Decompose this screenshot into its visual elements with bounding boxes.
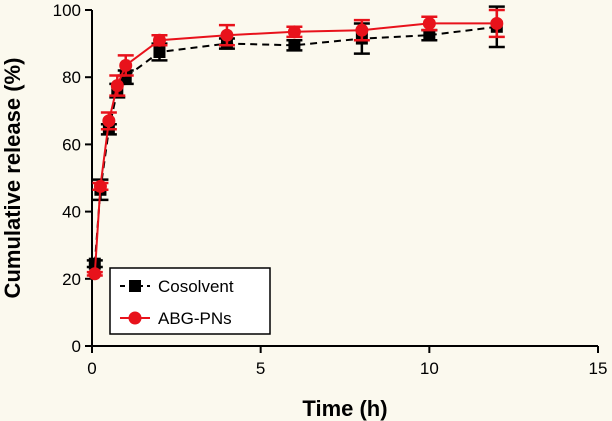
data-point-Cosolvent-5 [153,46,166,58]
y-tick-label-20: 20 [62,270,81,289]
x-axis-title: Time (h) [302,396,387,421]
legend-label-ABG-PNs: ABG-PNs [158,309,232,328]
data-point-ABG-PNs-2 [102,114,116,128]
data-point-ABG-PNs-6 [220,28,234,42]
x-tick-label-10: 10 [420,359,439,378]
y-tick-label-40: 40 [62,203,81,222]
y-axis-title: Cumulative release (%) [0,58,25,299]
legend-marker-Cosolvent [129,280,141,292]
y-tick-label-80: 80 [62,68,81,87]
series-line-Cosolvent [93,25,497,264]
data-point-Cosolvent-7 [288,39,301,52]
legend-marker-ABG-PNs [128,311,142,325]
data-point-ABG-PNs-8 [355,23,369,37]
x-tick-label-5: 5 [256,359,265,378]
y-tick-label-60: 60 [62,135,81,154]
data-point-ABG-PNs-3 [110,79,124,93]
y-tick-label-0: 0 [72,337,81,356]
data-point-ABG-PNs-10 [490,16,504,30]
data-point-ABG-PNs-5 [152,33,166,47]
data-point-ABG-PNs-4 [119,58,133,72]
data-point-Cosolvent-9 [423,29,436,42]
x-tick-label-0: 0 [87,359,96,378]
data-point-ABG-PNs-0 [88,267,102,281]
data-point-ABG-PNs-9 [422,16,436,30]
legend-label-Cosolvent: Cosolvent [158,277,234,296]
y-tick-label-100: 100 [53,1,81,20]
data-point-ABG-PNs-7 [287,25,301,39]
x-tick-label-15: 15 [589,359,608,378]
data-point-ABG-PNs-1 [93,179,107,193]
